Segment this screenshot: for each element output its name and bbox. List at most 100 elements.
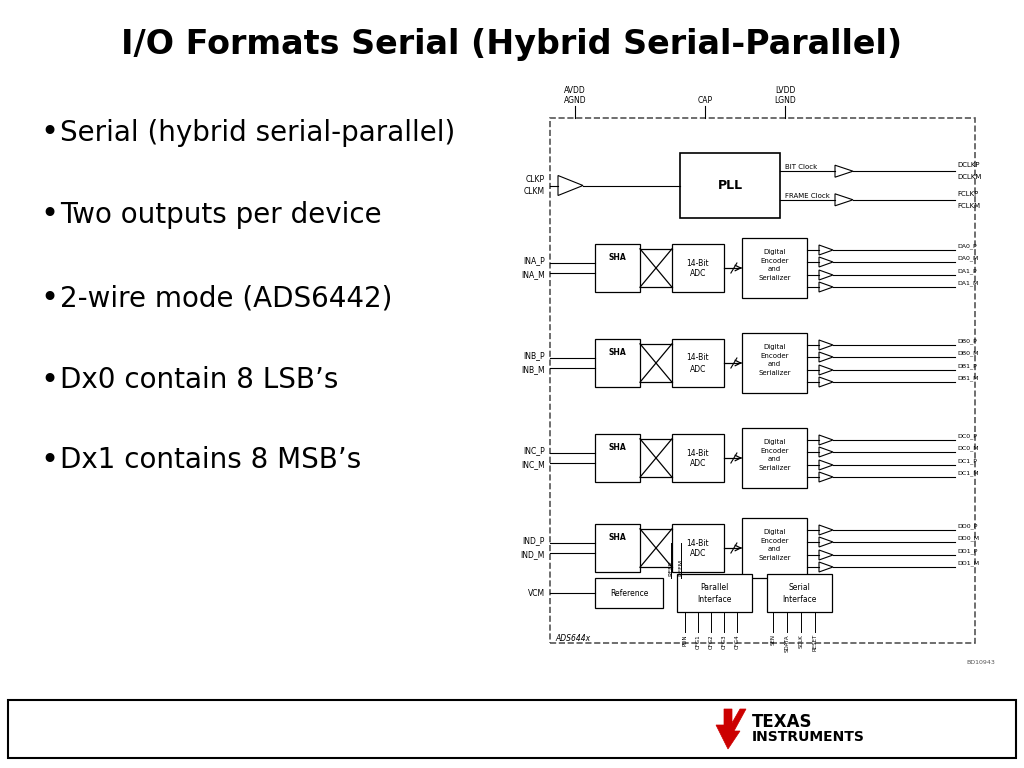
Polygon shape — [819, 447, 833, 457]
Text: INC_M: INC_M — [521, 461, 545, 469]
Polygon shape — [819, 472, 833, 482]
Text: Serializer: Serializer — [758, 370, 791, 376]
Text: IND_M: IND_M — [520, 551, 545, 560]
Polygon shape — [819, 270, 833, 280]
Text: DB0_M: DB0_M — [957, 350, 979, 356]
Text: PLL: PLL — [718, 179, 742, 192]
Text: Interface: Interface — [697, 594, 732, 604]
Text: SHA: SHA — [608, 533, 627, 542]
Text: DD0_M: DD0_M — [957, 535, 979, 541]
Text: and: and — [768, 361, 781, 367]
Text: and: and — [768, 266, 781, 272]
Text: I/O Formats Serial (Hybrid Serial-Parallel): I/O Formats Serial (Hybrid Serial-Parall… — [122, 28, 902, 61]
FancyBboxPatch shape — [672, 434, 724, 482]
Text: FRAME Clock: FRAME Clock — [785, 193, 829, 199]
Polygon shape — [819, 365, 833, 375]
Text: IND_P: IND_P — [522, 537, 545, 545]
Text: INA_M: INA_M — [521, 270, 545, 280]
Polygon shape — [819, 257, 833, 267]
FancyBboxPatch shape — [8, 700, 1016, 758]
Text: DA0_M: DA0_M — [957, 255, 978, 261]
Text: SCLK: SCLK — [799, 634, 804, 647]
Text: 14-Bit: 14-Bit — [687, 259, 710, 267]
FancyBboxPatch shape — [742, 333, 807, 393]
Text: Serial (hybrid serial-parallel): Serial (hybrid serial-parallel) — [60, 119, 456, 147]
Text: and: and — [768, 456, 781, 462]
Text: FCLKP: FCLKP — [957, 190, 978, 197]
Text: ADC: ADC — [690, 365, 707, 373]
Text: SDATA: SDATA — [784, 634, 790, 651]
Text: ADS644x: ADS644x — [555, 634, 590, 643]
Text: Encoder: Encoder — [760, 258, 788, 264]
Text: CLKM: CLKM — [524, 187, 545, 196]
Text: DD1_P: DD1_P — [957, 548, 977, 554]
Text: FCLKM: FCLKM — [957, 203, 980, 209]
Text: •: • — [40, 366, 58, 395]
Polygon shape — [835, 165, 853, 177]
Text: Reference: Reference — [610, 588, 648, 598]
Text: CFG2: CFG2 — [709, 634, 714, 649]
FancyBboxPatch shape — [672, 524, 724, 572]
Text: DB1_P: DB1_P — [957, 363, 977, 369]
FancyBboxPatch shape — [677, 574, 752, 612]
Text: 14-Bit: 14-Bit — [687, 538, 710, 548]
FancyBboxPatch shape — [595, 244, 640, 292]
FancyBboxPatch shape — [595, 339, 640, 387]
Polygon shape — [819, 550, 833, 560]
Text: SHA: SHA — [608, 253, 627, 262]
Text: Two outputs per device: Two outputs per device — [60, 201, 382, 229]
Text: REFM: REFM — [679, 559, 683, 576]
Text: SHA: SHA — [608, 443, 627, 452]
Text: 14-Bit: 14-Bit — [687, 353, 710, 362]
Text: DCLKM: DCLKM — [957, 174, 981, 180]
Text: CAP: CAP — [697, 96, 713, 105]
Text: CFG1: CFG1 — [695, 634, 700, 649]
Text: ADC: ADC — [690, 459, 707, 468]
FancyBboxPatch shape — [672, 339, 724, 387]
Text: DA1_P: DA1_P — [957, 268, 977, 274]
Polygon shape — [819, 377, 833, 387]
Text: INB_P: INB_P — [523, 352, 545, 360]
FancyBboxPatch shape — [595, 434, 640, 482]
Text: Parallel: Parallel — [700, 582, 729, 591]
Text: Serializer: Serializer — [758, 275, 791, 281]
Text: •: • — [40, 283, 58, 313]
Text: AVDD
AGND: AVDD AGND — [563, 85, 587, 105]
Polygon shape — [819, 460, 833, 470]
Text: DB0_P: DB0_P — [957, 339, 977, 344]
Text: ADC: ADC — [690, 549, 707, 558]
Text: DC0_P: DC0_P — [957, 433, 977, 439]
Text: CFG3: CFG3 — [722, 634, 726, 649]
Text: TEXAS: TEXAS — [752, 713, 812, 731]
Text: 2-wire mode (ADS6442): 2-wire mode (ADS6442) — [60, 284, 392, 312]
FancyBboxPatch shape — [742, 428, 807, 488]
Polygon shape — [819, 435, 833, 445]
Polygon shape — [819, 562, 833, 572]
Text: 14-Bit: 14-Bit — [687, 449, 710, 458]
Text: •: • — [40, 118, 58, 147]
Text: ADC: ADC — [690, 270, 707, 279]
Text: Dx0 contain 8 LSB’s: Dx0 contain 8 LSB’s — [60, 366, 338, 394]
Text: Encoder: Encoder — [760, 448, 788, 454]
Polygon shape — [819, 525, 833, 535]
Polygon shape — [558, 176, 583, 196]
Polygon shape — [819, 352, 833, 362]
Text: Serializer: Serializer — [758, 555, 791, 561]
Text: Digital: Digital — [763, 249, 785, 255]
Text: SHA: SHA — [608, 348, 627, 357]
Polygon shape — [819, 537, 833, 547]
Text: DA1_M: DA1_M — [957, 280, 978, 286]
FancyBboxPatch shape — [680, 153, 780, 218]
Polygon shape — [819, 282, 833, 292]
Text: INC_P: INC_P — [523, 446, 545, 455]
Text: DA0_P: DA0_P — [957, 243, 977, 249]
Text: Dx1 contains 8 MSB’s: Dx1 contains 8 MSB’s — [60, 446, 361, 474]
Text: INB_M: INB_M — [521, 366, 545, 375]
Text: RESET: RESET — [812, 634, 817, 651]
Text: •: • — [40, 200, 58, 230]
Text: BIT Clock: BIT Clock — [785, 164, 817, 170]
Text: REFP: REFP — [669, 561, 674, 576]
Text: DC1_P: DC1_P — [957, 458, 977, 464]
Polygon shape — [716, 709, 746, 749]
Polygon shape — [819, 340, 833, 350]
